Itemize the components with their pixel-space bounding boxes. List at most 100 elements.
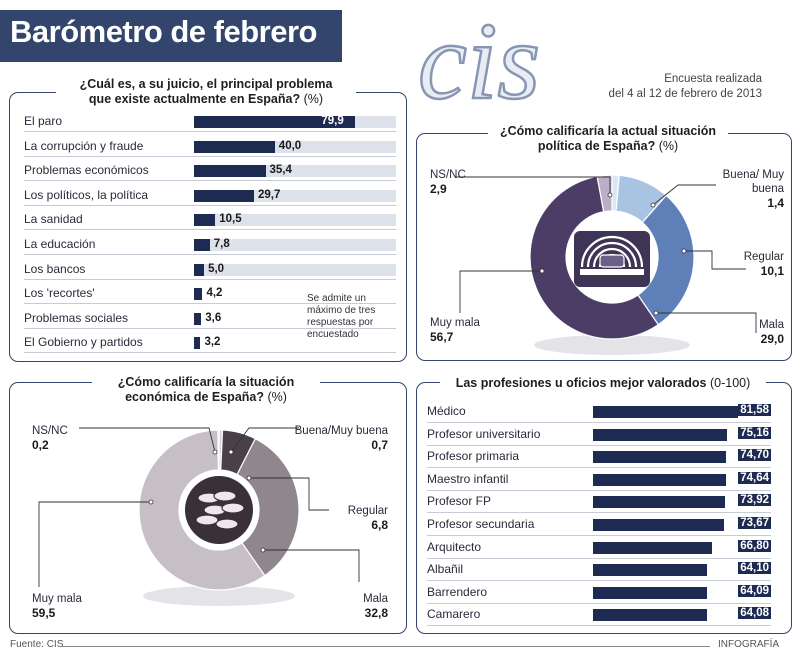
problem-bar	[194, 312, 202, 325]
leader-dot	[260, 547, 266, 553]
cis-logo: cis	[417, 0, 542, 115]
profession-bar-row: Maestro infantil 74,64	[427, 469, 771, 492]
profession-label: Profesor FP	[427, 494, 492, 509]
survey-note: Encuesta realizada del 4 al 12 de febrer…	[608, 73, 762, 100]
profession-value: 81,58	[738, 404, 771, 416]
profession-bar-row: Arquitecto 66,80	[427, 537, 771, 560]
profession-bar	[593, 428, 727, 441]
profession-value: 73,67	[738, 517, 771, 529]
page-title: Barómetro de febrero	[10, 14, 317, 49]
profession-bar	[593, 609, 708, 622]
problem-bar-row: La sanidad 10,5	[24, 210, 396, 232]
footer-rule	[62, 646, 710, 647]
donut-shadow	[143, 586, 295, 606]
leader-dot	[650, 202, 656, 208]
problem-label: Los políticos, la política	[24, 187, 149, 202]
political-label-muymala: Muy mala 56,7	[430, 317, 480, 344]
coins-icon	[185, 476, 253, 544]
problem-bar	[194, 337, 201, 350]
leader-dot	[681, 248, 687, 254]
leader-line	[652, 184, 716, 206]
bar-track	[194, 263, 396, 276]
profession-value: 75,16	[738, 426, 771, 439]
profession-label: Arquitecto	[427, 539, 482, 554]
profession-value: 74,70	[738, 449, 771, 462]
profession-label: Maestro infantil	[427, 471, 509, 486]
profession-bar	[593, 406, 739, 418]
problem-label: Problemas sociales	[24, 310, 129, 325]
political-label-buena: Buena/ Muy buena 1,4	[722, 169, 784, 210]
profession-bar	[593, 496, 725, 509]
problem-bar-row: La educación 7,8	[24, 235, 396, 257]
problem-bar-row: La corrupción y fraude 40,0	[24, 137, 396, 159]
problem-value: 10,5	[219, 213, 242, 226]
leader-line	[684, 250, 746, 270]
profession-bar	[593, 586, 708, 599]
problem-bar-row: Problemas económicos 35,4	[24, 161, 396, 183]
economic-slice-muymala	[138, 429, 266, 591]
problem-bar-row: Los políticos, la política 29,7	[24, 186, 396, 208]
profession-bar	[593, 541, 712, 554]
leader-dot	[246, 475, 252, 481]
leader-line	[263, 549, 360, 582]
political-slice-nsnc	[596, 174, 613, 213]
problem-bar	[194, 288, 203, 301]
profession-bar	[593, 519, 725, 531]
multi-answer-note: Se admite un máximo de tres respuestas p…	[307, 293, 376, 340]
donut-shadow	[534, 335, 690, 355]
problem-bar-row: El Gobierno y partidos 3,2	[24, 333, 396, 355]
profession-bar-row: Camarero 64,08	[427, 604, 771, 627]
bar-track	[194, 239, 396, 251]
problem-bar-row: Los 'recortes' 4,2	[24, 284, 396, 306]
political-slice-mala	[637, 194, 695, 326]
leader-dot	[148, 499, 154, 505]
problem-label: Los bancos	[24, 261, 86, 276]
economic-label-nsnc: NS/NC 0,2	[32, 425, 68, 452]
problem-bar-row: El paro 79,9	[24, 112, 396, 134]
problem-bar-row: Problemas sociales 3,6	[24, 309, 396, 331]
economic-label-muymala: Muy mala 59,5	[32, 593, 82, 620]
political-donut-chart	[456, 174, 757, 355]
profession-bar-row: Profesor universitario 75,16	[427, 424, 771, 447]
profession-bar-row: Profesor FP 73,92	[427, 491, 771, 514]
profession-label: Profesor secundaria	[427, 517, 535, 531]
svg-text:cis: cis	[418, 0, 540, 115]
problem-label: Los 'recortes'	[24, 286, 95, 301]
problem-bar	[194, 116, 356, 128]
economic-label-regular: Regular 6,8	[347, 505, 388, 532]
profession-bar-row: Albañil 64,10	[427, 559, 771, 582]
problem-bar	[194, 214, 216, 227]
economic-title: ¿Cómo calificaría la situación económica…	[92, 375, 320, 405]
profession-label: Profesor primaria	[427, 449, 520, 464]
problems-panel	[9, 92, 407, 362]
problem-value: 7,8	[213, 238, 230, 250]
economic-slice-nsnc	[217, 429, 220, 471]
profession-value: 73,92	[738, 494, 771, 507]
problem-value: 3,2	[204, 336, 221, 349]
profession-bar-row: Médico 81,58	[427, 401, 771, 424]
political-label-nsnc: NS/NC 2,9	[430, 169, 466, 196]
problem-bar	[194, 263, 205, 276]
problem-label: La corrupción y fraude	[24, 138, 144, 153]
problem-value: 5,0	[208, 262, 225, 275]
source-note: Fuente: CIS	[10, 639, 64, 650]
leader-line	[79, 427, 216, 453]
leader-dot	[212, 449, 218, 455]
problem-label: El paro	[24, 114, 63, 128]
profession-bar-row: Profesor primaria 74,70	[427, 446, 771, 469]
profession-value: 64,10	[738, 562, 771, 575]
problem-label: La educación	[24, 237, 96, 251]
economic-label-mala: Mala 32,8	[363, 593, 388, 620]
political-title: ¿Cómo calificaría la actual situación po…	[488, 124, 728, 154]
title-banner	[0, 10, 342, 62]
problems-title: ¿Cuál es, a su juicio, el principal prob…	[56, 77, 356, 107]
problem-label: Problemas económicos	[24, 163, 149, 178]
profession-label: Albañil	[427, 562, 464, 577]
profession-label: Camarero	[427, 607, 481, 622]
leader-dot	[607, 192, 613, 198]
leader-line	[249, 477, 329, 511]
profession-value: 74,64	[738, 471, 771, 484]
profession-bar-row: Barrendero 64,09	[427, 582, 771, 605]
credit-note: INFOGRAFÍA	[718, 639, 780, 650]
problem-value: 40,0	[278, 139, 302, 152]
